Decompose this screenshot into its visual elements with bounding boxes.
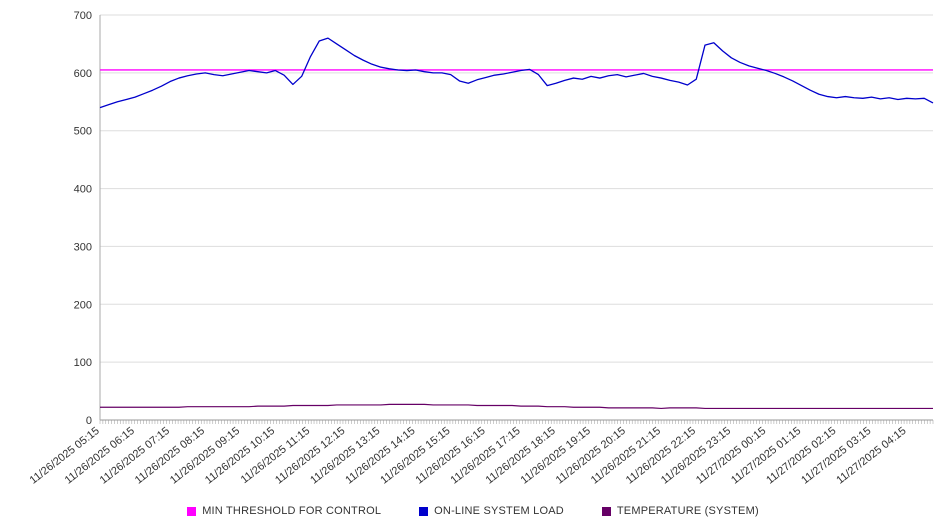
y-tick-label: 0 [86, 415, 92, 427]
legend: MIN THRESHOLD FOR CONTROL ON-LINE SYSTEM… [0, 498, 946, 524]
legend-label-temperature: TEMPERATURE (SYSTEM) [616, 505, 759, 517]
legend-label-system-load: ON-LINE SYSTEM LOAD [434, 505, 564, 517]
legend-label-min-threshold: MIN THRESHOLD FOR CONTROL [202, 505, 382, 517]
legend-swatch-min-threshold-icon [187, 506, 197, 516]
y-tick-label: 700 [74, 10, 92, 22]
series-line-1 [99, 37, 934, 109]
y-tick-label: 300 [74, 241, 92, 253]
legend-item-min-threshold[interactable]: MIN THRESHOLD FOR CONTROL [187, 505, 381, 517]
y-tick-label: 400 [74, 184, 92, 196]
y-tick-label: 600 [74, 68, 92, 80]
legend-item-system-load[interactable]: ON-LINE SYSTEM LOAD [419, 505, 564, 517]
series-line-2 [100, 403, 933, 410]
legend-swatch-temperature-icon [601, 506, 611, 516]
y-tick-label: 500 [74, 126, 92, 138]
y-tick-label: 100 [74, 357, 92, 369]
legend-item-temperature[interactable]: TEMPERATURE (SYSTEM) [601, 505, 759, 517]
legend-swatch-system-load-icon [419, 506, 429, 516]
y-tick-label: 200 [74, 299, 92, 311]
